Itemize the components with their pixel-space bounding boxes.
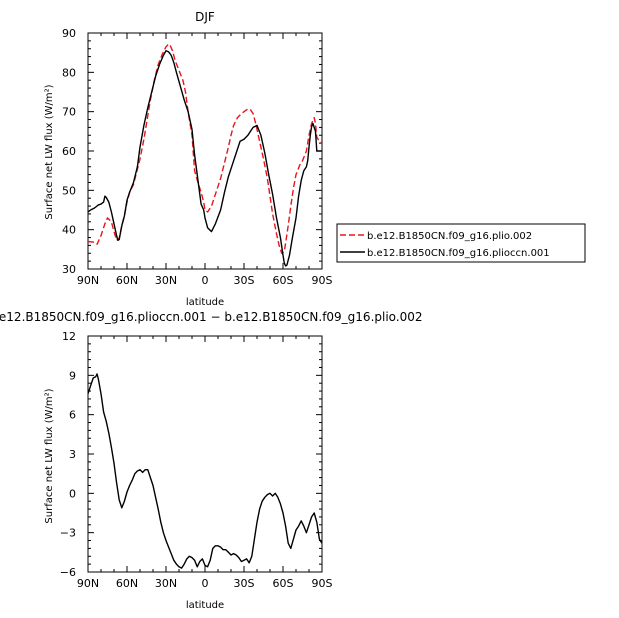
bottom-x-tick-label: 60S: [273, 577, 294, 590]
bottom-panel: b.e12.B1850CN.f09_g16.plioccn.001 − b.e1…: [0, 310, 423, 611]
bottom-x-tick-label: 90S: [312, 577, 333, 590]
bottom-chart-title: b.e12.B1850CN.f09_g16.plioccn.001 − b.e1…: [0, 310, 423, 324]
top-y-tick-label: 60: [62, 145, 76, 158]
top-y-tick-label: 50: [62, 184, 76, 197]
top-panel: DJF Surface net LW flux (W/m²) latitude …: [44, 10, 586, 308]
top-y-tick-label: 30: [62, 263, 76, 276]
bottom-y-tick-label: 12: [62, 330, 76, 343]
top-y-tick-label: 70: [62, 106, 76, 119]
bottom-x-tick-label: 30N: [155, 577, 177, 590]
bottom-y-tick-label: 6: [69, 409, 76, 422]
top-x-tick-label: 90S: [312, 274, 333, 287]
top-plot-frame: [87, 32, 323, 270]
legend: b.e12.B1850CN.f09_g16.plio.002 b.e12.B185…: [336, 223, 586, 263]
legend-box: [336, 223, 586, 263]
bottom-x-tick-label: 60N: [116, 577, 138, 590]
top-y-tick-label: 80: [62, 66, 76, 79]
bottom-y-tick-label: 3: [69, 448, 76, 461]
top-x-tick-label: 0: [202, 274, 209, 287]
bottom-x-tick-label: 30S: [234, 577, 255, 590]
top-x-tick-label: 30N: [155, 274, 177, 287]
bottom-y-tick-label: 0: [69, 487, 76, 500]
legend-label: b.e12.B1850CN.f09_g16.plioccn.001: [367, 248, 550, 259]
bottom-y-tick-label: −3: [60, 527, 76, 540]
top-x-tick-label: 30S: [234, 274, 255, 287]
top-x-tick-label: 60S: [273, 274, 294, 287]
bottom-y-tick-label: 9: [69, 369, 76, 382]
top-y-axis-title: Surface net LW flux (W/m²): [44, 84, 55, 219]
bottom-x-tick-label: 90N: [77, 577, 99, 590]
bottom-x-tick-label: 0: [202, 577, 209, 590]
legend-label: b.e12.B1850CN.f09_g16.plio.002: [367, 231, 532, 242]
bottom-y-tick-label: −6: [60, 566, 76, 579]
top-chart-title: DJF: [195, 10, 215, 24]
bottom-x-axis-title: latitude: [186, 600, 224, 611]
top-x-tick-label: 90N: [77, 274, 99, 287]
top-y-tick-label: 40: [62, 224, 76, 237]
top-x-axis-title: latitude: [186, 297, 224, 308]
top-x-tick-label: 60N: [116, 274, 138, 287]
bottom-y-axis-title: Surface net LW flux (W/m²): [44, 388, 55, 523]
top-series-line-1: [88, 50, 322, 267]
top-y-tick-label: 90: [62, 27, 76, 40]
bottom-series-line-0: [88, 373, 322, 569]
